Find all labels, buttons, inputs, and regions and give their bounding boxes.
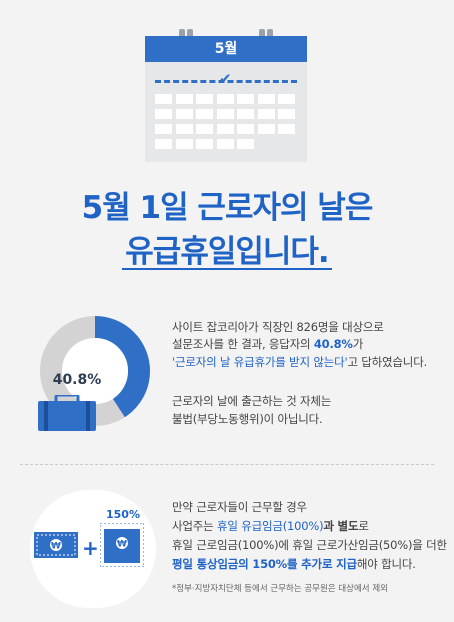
pay-highlight: 평일 통상임금의 150%를 추가로 지급	[172, 557, 357, 571]
calendar-icon: 5월 ✔	[145, 29, 307, 162]
legal-text-line1: 근로자의 날에 출근하는 것 자체는	[172, 394, 332, 408]
calendar-grid: ✔	[145, 62, 307, 162]
svg-text:₩: ₩	[117, 540, 127, 550]
calendar-day-cell	[237, 124, 254, 134]
calendar-day-cell	[196, 124, 213, 134]
banknote-icon: ₩	[34, 532, 78, 558]
survey-text-line3: '근로자의 날 유급휴가를 받지 않는다'고 답하였습니다.	[172, 354, 427, 370]
calendar-day-cell	[278, 124, 295, 134]
calendar-day-cell	[216, 124, 234, 134]
calendar-day-cell	[257, 124, 275, 134]
survey-text-line2: 설문조사를 한 결과, 응답자의 40.8%가	[172, 336, 363, 352]
plus-icon: +	[82, 536, 99, 560]
survey-text: 고 답하였습니다.	[347, 355, 428, 369]
survey-quote: '근로자의 날 유급휴가를 받지 않는다'	[172, 355, 348, 369]
calendar-day-cell	[278, 109, 295, 119]
banknote-stack-icon: ₩	[100, 523, 144, 567]
calendar-day-cell	[155, 109, 172, 119]
calendar-month: 5월	[145, 36, 307, 62]
calendar-day-cell	[155, 124, 172, 134]
footnote: *정부·지방자치단체 등에서 근무하는 공무원은 대상에서 제외	[172, 584, 388, 594]
calendar-day-cell	[175, 139, 193, 149]
check-icon: ✔	[219, 70, 232, 88]
headline-line2: 유급휴일입니다.	[125, 234, 329, 270]
pay-text: 사업주는	[172, 519, 217, 533]
pay-text-line1: 만약 근로자들이 근무할 경우	[172, 500, 307, 514]
section-divider	[20, 464, 434, 465]
calendar-day-cell	[278, 94, 295, 104]
calendar-day-cell	[196, 94, 213, 104]
calendar-ring-icon	[267, 29, 273, 41]
survey-percent: 40.8%	[313, 337, 353, 351]
pay-text-line4: 평일 통상임금의 150%를 추가로 지급해야 합니다.	[172, 556, 416, 572]
calendar-day-cell	[175, 109, 193, 119]
calendar-day-cell	[216, 94, 234, 104]
badge-150-percent: 150%	[106, 508, 140, 521]
calendar-day-cell	[237, 109, 254, 119]
calendar-day-cell	[175, 124, 193, 134]
calendar-day-cell	[175, 94, 193, 104]
pay-text: 해야 합니다.	[356, 557, 416, 571]
survey-text: 설문조사를 한 결과, 응답자의	[172, 337, 314, 351]
calendar-day-cell	[257, 94, 275, 104]
donut-arc	[40, 316, 150, 426]
pay-bold: 과 별도	[323, 519, 359, 533]
legal-text-line2: 불법(부당노동행위)이 아닙니다.	[172, 412, 323, 426]
calendar-ring-icon	[187, 29, 193, 41]
donut-center	[62, 338, 128, 404]
headline-underline	[122, 268, 332, 270]
calendar-day-cell	[216, 139, 234, 149]
pay-text-line2: 사업주는 휴일 유급임금(100%)과 별도로	[172, 518, 369, 534]
calendar-ring-icon	[259, 29, 265, 41]
pay-text-line3: 휴일 근로임금(100%)에 휴일 근로가산임금(50%)을 더한	[172, 538, 447, 552]
pay-highlight: 휴일 유급임금(100%)	[216, 519, 324, 533]
survey-text: 가	[352, 337, 364, 351]
calendar-day-cell	[155, 139, 172, 149]
percent-donut-chart	[40, 316, 150, 426]
calendar-day-cell	[216, 109, 234, 119]
briefcase-icon	[38, 395, 96, 431]
headline-line1: 5월 1일 근로자의 날은	[81, 190, 374, 226]
calendar-day-cell	[237, 139, 254, 149]
calendar-day-cell	[155, 94, 172, 104]
pay-text: 로	[358, 519, 369, 533]
percent-label: 40.8%	[52, 372, 102, 388]
calendar-day-cell	[196, 139, 213, 149]
calendar-day-cell	[237, 94, 254, 104]
survey-text-line1: 사이트 잡코리아가 직장인 826명을 대상으로	[172, 320, 384, 334]
calendar-ring-icon	[179, 29, 185, 41]
svg-text:₩: ₩	[51, 542, 61, 552]
calendar-divider	[155, 80, 297, 83]
calendar-day-cell	[196, 109, 213, 119]
calendar-day-cell	[257, 109, 275, 119]
